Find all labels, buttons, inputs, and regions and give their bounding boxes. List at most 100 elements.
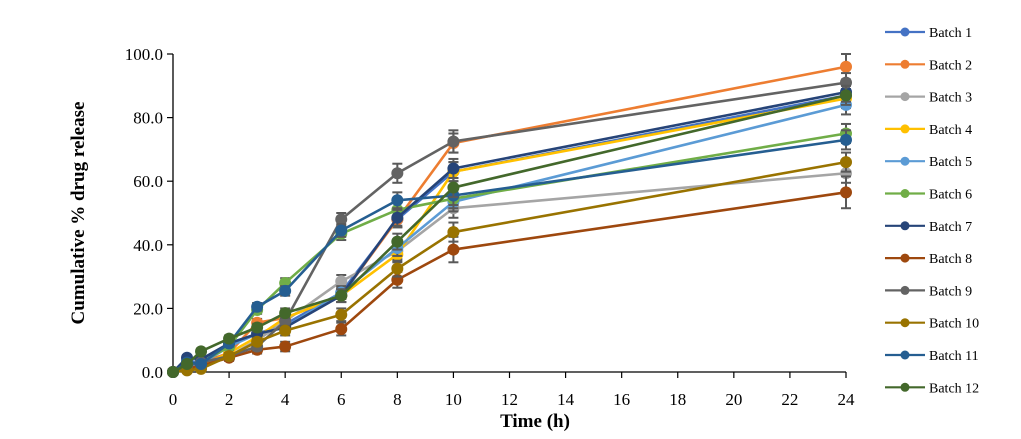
- legend-item: Batch 10: [885, 317, 979, 332]
- x-axis-title: Time (h): [500, 411, 570, 432]
- series-batch-12: [167, 84, 852, 378]
- data-point: [447, 226, 460, 239]
- legend-label: Batch 2: [929, 58, 972, 73]
- x-tick-label: 4: [281, 390, 290, 409]
- data-point: [335, 323, 348, 336]
- data-point: [840, 60, 852, 73]
- series-line: [172, 160, 847, 374]
- legend-item: Batch 8: [885, 252, 972, 267]
- legend-marker-icon: [900, 156, 910, 166]
- series-line: [172, 171, 847, 374]
- data-point: [195, 345, 208, 358]
- data-point: [279, 307, 292, 320]
- legend-label: Batch 6: [929, 188, 972, 203]
- legend-item: Batch 6: [885, 188, 972, 203]
- y-axis-title: Cumulative % drug release: [68, 102, 89, 325]
- data-point: [391, 211, 404, 224]
- data-point: [223, 332, 236, 345]
- x-tick-label: 20: [725, 390, 742, 409]
- x-tick-label: 18: [669, 390, 686, 409]
- data-point: [447, 181, 460, 194]
- legend-item: Batch 9: [885, 284, 972, 299]
- y-tick-label: 20.0: [133, 299, 163, 318]
- data-point: [335, 275, 348, 288]
- data-point: [391, 167, 404, 180]
- data-point: [391, 235, 404, 248]
- y-tick-label: 0.0: [142, 363, 163, 382]
- data-point: [447, 243, 460, 256]
- legend-marker-icon: [900, 382, 910, 392]
- data-point: [840, 89, 852, 102]
- series-batch-3: [167, 162, 852, 378]
- x-tick-label: 12: [501, 390, 518, 409]
- legend-item: Batch 4: [885, 123, 972, 138]
- y-ticks: 0.0 20.0 40.0 60.0 80.0 100.0: [125, 45, 173, 382]
- data-point: [447, 162, 460, 175]
- data-point: [840, 133, 852, 146]
- legend-marker-icon: [900, 285, 910, 295]
- legend-marker-icon: [900, 124, 910, 134]
- legend-marker-icon: [900, 59, 910, 69]
- x-tick-label: 22: [781, 390, 798, 409]
- data-point: [335, 289, 348, 302]
- y-tick-label: 80.0: [133, 109, 163, 128]
- data-point: [840, 156, 852, 169]
- x-tick-label: 6: [337, 390, 346, 409]
- data-point: [223, 350, 236, 363]
- series-line: [172, 191, 847, 374]
- data-point: [279, 284, 292, 297]
- y-tick-label: 100.0: [125, 45, 163, 64]
- legend-item: Batch 1: [885, 26, 972, 41]
- legend-marker-icon: [900, 27, 910, 37]
- data-point: [251, 300, 264, 313]
- series-batch-8: [167, 175, 852, 378]
- legend-label: Batch 11: [929, 349, 979, 364]
- series-batch-11: [167, 129, 852, 378]
- x-tick-label: 8: [393, 390, 402, 409]
- data-point: [840, 186, 852, 199]
- x-tick-label: 2: [225, 390, 234, 409]
- legend-item: Batch 3: [885, 91, 972, 106]
- legend-marker-icon: [900, 350, 910, 360]
- series-layer: [167, 53, 852, 378]
- y-tick-label: 40.0: [133, 236, 163, 255]
- data-point: [195, 358, 208, 371]
- legend-label: Batch 10: [929, 317, 979, 332]
- legend-item: Batch 2: [885, 58, 972, 73]
- legend-label: Batch 7: [929, 220, 972, 235]
- legend-item: Batch 12: [885, 381, 979, 396]
- data-point: [251, 321, 264, 334]
- legend-label: Batch 9: [929, 284, 972, 299]
- data-point: [335, 224, 348, 237]
- x-tick-label: 16: [613, 390, 630, 409]
- series-line: [172, 94, 847, 374]
- legend-marker-icon: [900, 318, 910, 328]
- y-tick-label: 60.0: [133, 172, 163, 191]
- legend-marker-icon: [900, 253, 910, 263]
- legend-label: Batch 12: [929, 381, 979, 396]
- x-tick-label: 10: [445, 390, 462, 409]
- data-point: [251, 335, 264, 348]
- x-ticks: 0 2 4 6 8 10 12 14 16 18 20 22 24: [169, 372, 855, 409]
- legend-label: Batch 5: [929, 155, 972, 170]
- data-point: [335, 308, 348, 321]
- data-point: [279, 324, 292, 337]
- legend-marker-icon: [900, 189, 910, 198]
- legend-item: Batch 11: [885, 349, 979, 364]
- legend-label: Batch 8: [929, 252, 972, 267]
- data-point: [391, 194, 404, 207]
- legend-item: Batch 5: [885, 155, 972, 170]
- legend: Batch 1 Batch 2 Batch 3 Batch 4 Batch 5 Batch…: [885, 26, 979, 396]
- x-tick-label: 24: [838, 390, 856, 409]
- series-line: [172, 94, 847, 374]
- legend-label: Batch 4: [929, 123, 972, 138]
- legend-label: Batch 3: [929, 91, 972, 106]
- data-point: [447, 135, 460, 148]
- x-tick-label: 0: [169, 390, 178, 409]
- data-point: [279, 340, 292, 353]
- legend-marker-icon: [900, 92, 910, 102]
- legend-item: Batch 7: [885, 220, 972, 235]
- legend-label: Batch 1: [929, 26, 972, 41]
- data-point: [167, 366, 179, 378]
